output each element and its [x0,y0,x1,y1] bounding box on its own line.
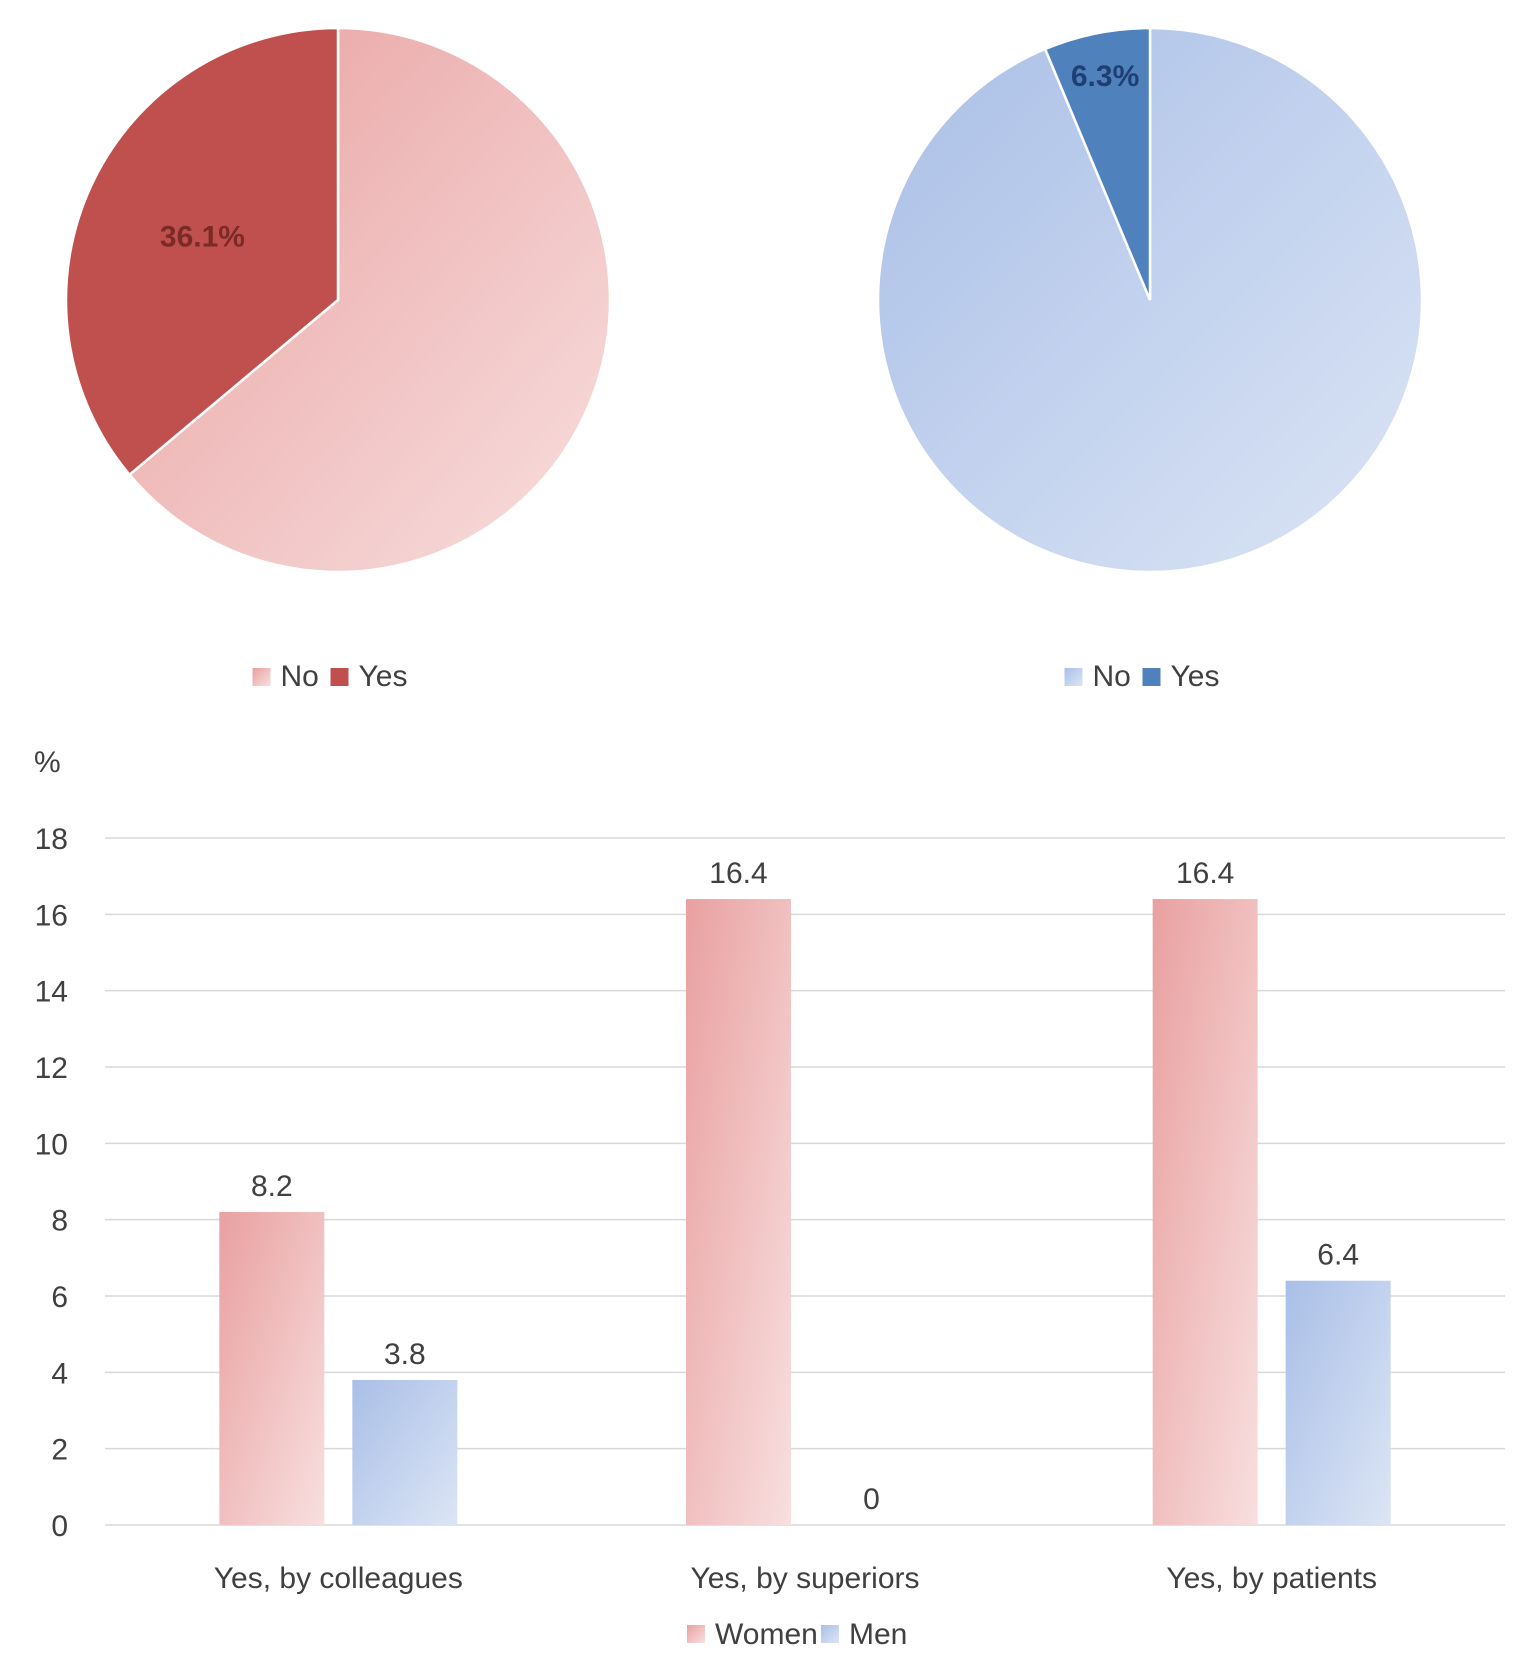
pie-men-legend-label-no: No [1093,660,1131,693]
bar-legend-swatch-women [687,1625,705,1643]
bar-legend-label-men: Men [849,1618,907,1651]
pie-women-slice-no [127,26,612,574]
pie-women-slice-yes [64,26,340,477]
pie-chart-men: 6.3% No Yes [876,26,1424,693]
bar-women-yes-by-colleagues [219,1212,325,1525]
bar-label-men-yes-by-superiors: 0 [863,1483,880,1516]
bar-x-tick-yes-by-superiors: Yes, by superiors [690,1562,919,1595]
pie-men-data-label: 6.3% [1071,60,1139,93]
pie-men-legend-swatch-no [1064,668,1083,686]
bar-label-women-yes-by-superiors: 16.4 [709,857,767,890]
bar-women-yes-by-superiors [686,899,791,1525]
bar-y-tick-14: 14 [35,976,68,1009]
pie-women-legend-swatch-yes [330,668,349,686]
bar-y-tick-8: 8 [51,1205,68,1238]
pie-chart-women: 36.1% No Yes [64,26,612,693]
bar-men-yes-by-colleagues [352,1379,458,1525]
pie-women-legend-label-yes: Yes [359,660,408,693]
pie-women-legend-swatch-no [252,668,271,686]
pie-women-legend-label-no: No [281,660,319,693]
bar-label-women-yes-by-patients: 16.4 [1176,857,1234,890]
bar-women-yes-by-patients [1152,899,1258,1525]
bar-y-unit-label: % [34,746,61,779]
pie-women-data-label: 36.1% [160,221,245,254]
bar-y-tick-6: 6 [51,1281,68,1314]
pie-men-legend-label-yes: Yes [1171,660,1220,693]
bar-y-tick-10: 10 [35,1128,68,1161]
bar-x-tick-yes-by-colleagues: Yes, by colleagues [214,1562,463,1595]
bar-label-men-yes-by-patients: 6.4 [1317,1239,1359,1272]
bar-y-tick-0: 0 [51,1510,68,1543]
bar-y-tick-18: 18 [35,823,68,856]
bar-label-men-yes-by-colleagues: 3.8 [384,1338,426,1371]
bar-y-tick-2: 2 [51,1434,68,1467]
bar-y-tick-4: 4 [51,1357,68,1390]
bar-legend-swatch-men [821,1625,839,1643]
bar-label-women-yes-by-colleagues: 8.2 [251,1170,293,1203]
pie-men-legend-swatch-yes [1142,668,1161,686]
bar-legend-label-women: Women [715,1618,818,1651]
pie-men-slice-yes [1043,26,1152,301]
bar-y-tick-12: 12 [35,1052,68,1085]
bar-y-tick-16: 16 [35,899,68,932]
bar-men-yes-by-patients [1285,1280,1391,1525]
bar-x-tick-yes-by-patients: Yes, by patients [1166,1562,1377,1595]
bar-chart: % 0 2 4 6 8 10 12 14 16 18 8.2 3.8 Yes, by colleagues… [34,746,1505,1651]
